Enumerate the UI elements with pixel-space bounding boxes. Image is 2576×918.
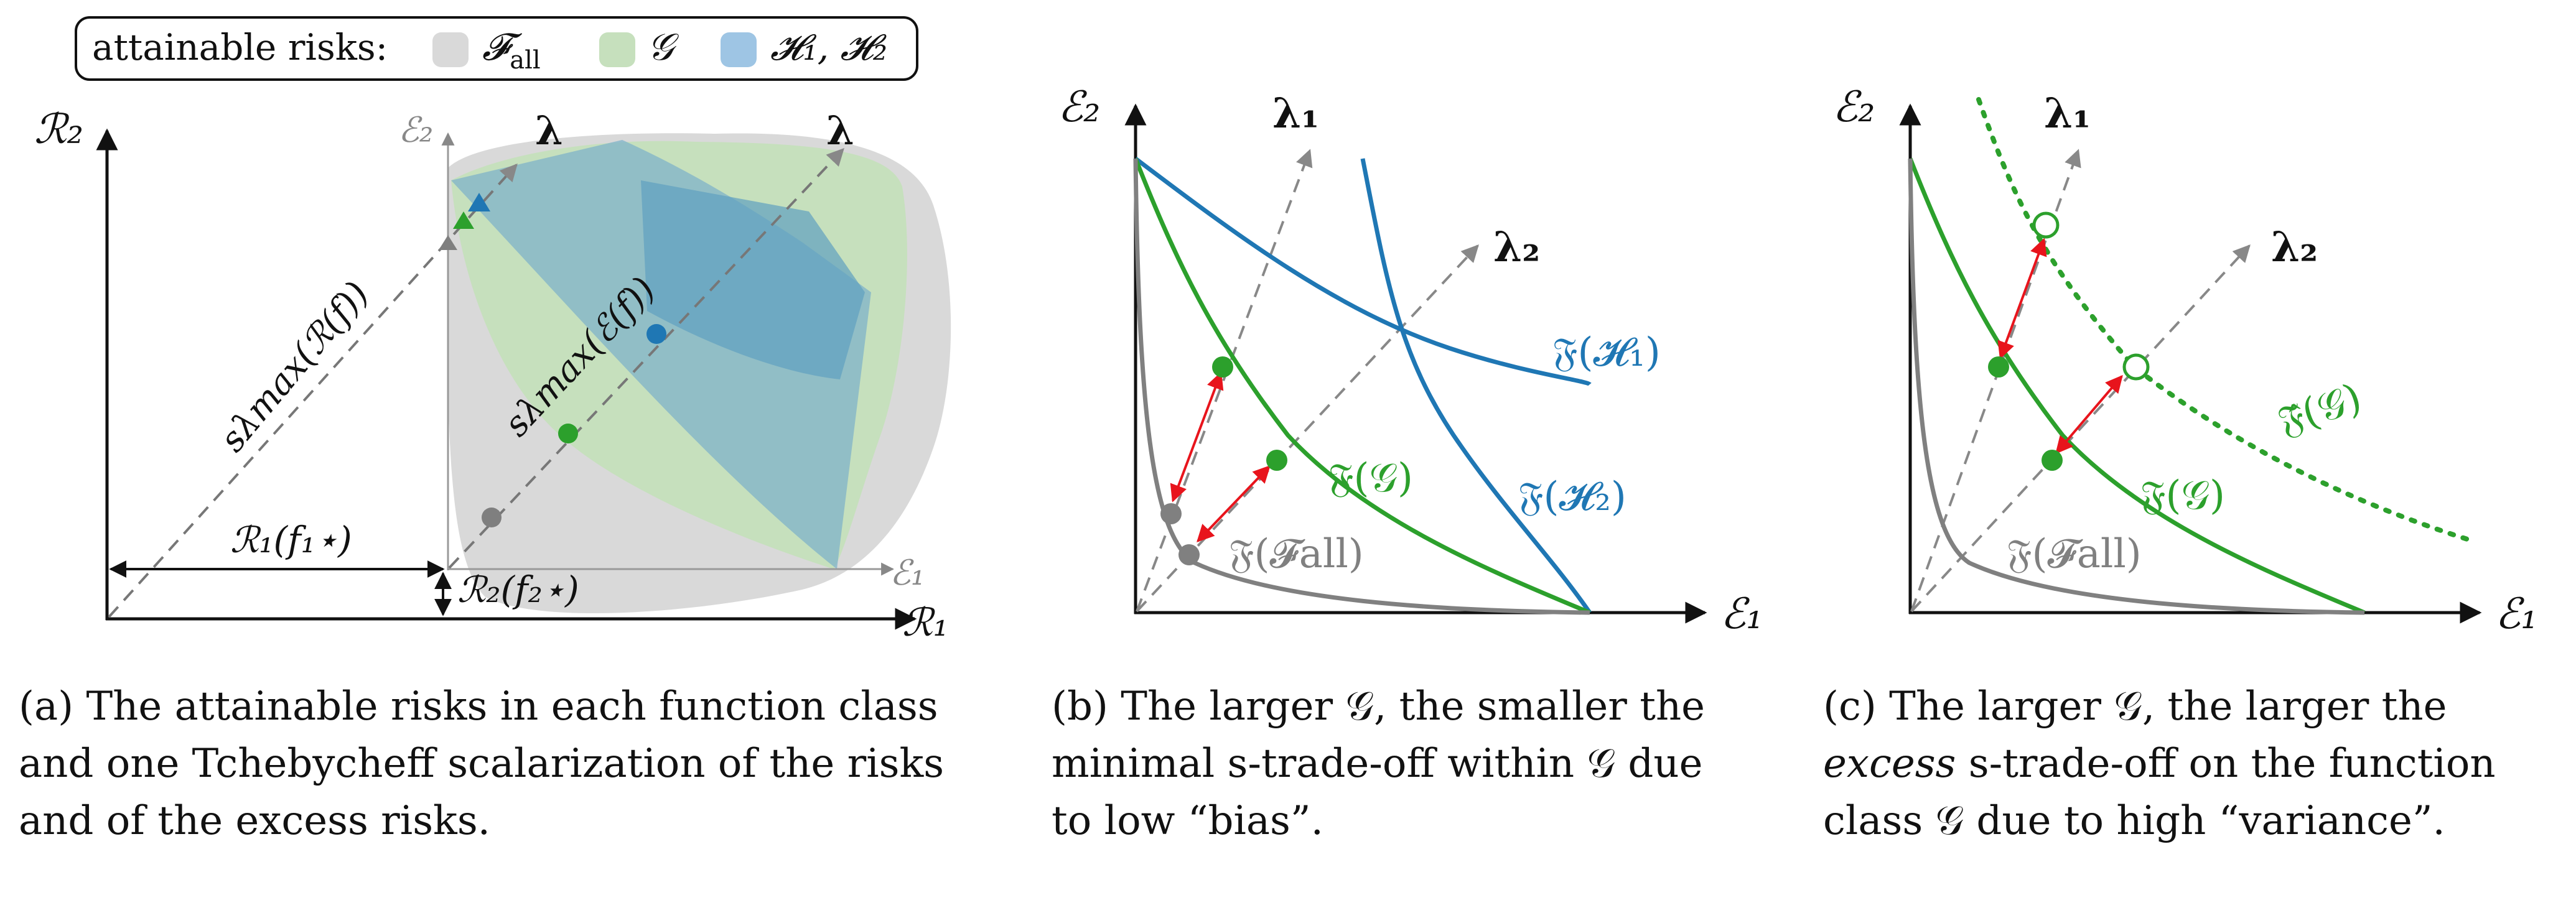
- red-arrow-2-c: [2055, 374, 2123, 455]
- caption-c-line3: class 𝒢 due to high “variance”.: [1823, 798, 2445, 844]
- panel-c: ℰ₂ ℰ₁ λ₁ λ₂ 𝔉̂(𝒢) 𝔉(𝒢) 𝔉(𝓕all): [1832, 83, 2537, 639]
- lambda1-label-c: λ₁: [2044, 89, 2091, 137]
- caption-c-emph: excess: [1823, 741, 1956, 787]
- point-gray: [482, 508, 502, 527]
- panel-a: ℛ₂ ℛ₁ ℰ₂ ℰ₁ λ λ sλmax(ℛ(f)) sλmax(ℰ(f)) …: [34, 105, 951, 645]
- point-blue: [646, 324, 666, 344]
- lambda1-label-b: λ₁: [1272, 89, 1319, 137]
- label-fall-b: 𝔉(𝓕all): [1229, 531, 1364, 577]
- point-f2-b: [1178, 544, 1200, 565]
- ray-lambda2-b: [1136, 244, 1479, 613]
- caption-c-line2: excess s-trade-off on the function: [1823, 735, 2570, 792]
- point-ghat2-c: [2122, 353, 2150, 381]
- lambda-inner-label: λ: [826, 108, 854, 154]
- point-g2-c: [2042, 450, 2063, 471]
- label-h1-b: 𝔉(𝓗₁): [1552, 330, 1661, 376]
- caption-a-line2: and one Tchebycheff scalarization of the…: [19, 741, 945, 787]
- axis-label-e1-b: ℰ₁: [1720, 590, 1763, 639]
- axis-label-e2: ℰ₂: [398, 110, 433, 151]
- curve-g-b: [1133, 157, 1591, 615]
- label-g-b: 𝔉(𝒢): [1328, 455, 1413, 501]
- caption-b-line3: to low “bias”.: [1052, 798, 1323, 844]
- axis-label-e2-c: ℰ₂: [1832, 83, 1875, 132]
- label-h2-b: 𝔉(𝓗₂): [1518, 474, 1626, 520]
- axis-label-e1-c: ℰ₁: [2495, 590, 2537, 639]
- curve-h1-b: [1134, 157, 1592, 387]
- red-arrow-1-c: [1997, 238, 2047, 359]
- red-arrow-2-b: [1197, 465, 1271, 543]
- caption-b-line1: (b) The larger 𝒢, the smaller the: [1052, 684, 1706, 730]
- axis-label-e2-b: ℰ₂: [1058, 83, 1100, 132]
- caption-b: (b) The larger 𝒢, the smaller the minima…: [1052, 678, 1798, 850]
- point-ghat1-c: [2032, 211, 2060, 239]
- legend-swatch-g: [599, 32, 635, 67]
- label-fall-c: 𝔉(𝓕all): [2007, 531, 2142, 577]
- triangle-blue: [468, 193, 490, 211]
- legend-box: [75, 16, 918, 81]
- point-g2-b: [1266, 450, 1287, 471]
- lambda2-label-b: λ₂: [1493, 223, 1540, 271]
- point-g1-b: [1212, 356, 1233, 378]
- legend-label-h: 𝓗₁, 𝓗₂: [770, 26, 887, 68]
- caption-c-line1: (c) The larger 𝒢, the larger the: [1823, 684, 2447, 730]
- ray-lambda-inner: [448, 147, 844, 569]
- ray-lambda-outer: [108, 163, 518, 618]
- curve-h2-b: [1360, 158, 1592, 614]
- curve-fall-c: [1908, 158, 2365, 615]
- caption-c-line2-rest: s-trade-off on the function: [1956, 741, 2496, 787]
- legend: attainable risks: 𝓕all 𝒢 𝓗₁, 𝓗₂: [75, 16, 918, 81]
- scal-risk-label: sλmax(ℛ(f)): [212, 274, 377, 460]
- point-green: [558, 424, 578, 443]
- axis-label-e1: ℰ₁: [890, 553, 925, 593]
- region-h1: [641, 180, 865, 379]
- legend-swatch-fall: [432, 32, 469, 67]
- caption-a: (a) The attainable risks in each functio…: [19, 678, 1027, 850]
- legend-swatch-h: [721, 32, 757, 67]
- legend-title: attainable risks:: [92, 26, 388, 68]
- lambda-outer-label: λ: [535, 108, 563, 154]
- axis-label-r1: ℛ₁: [902, 600, 948, 645]
- offset-r2-label: ℛ₂(f₂⋆): [457, 568, 579, 611]
- axis-label-r2: ℛ₂: [34, 105, 83, 153]
- point-g1-c: [1988, 356, 2009, 378]
- label-g-c: 𝔉(𝒢): [2140, 473, 2225, 519]
- red-arrow-1-b: [1170, 371, 1224, 503]
- caption-a-line3: and of the excess risks.: [19, 798, 490, 844]
- lambda2-label-c: λ₂: [2271, 223, 2318, 271]
- point-f1-b: [1160, 503, 1182, 524]
- panel-b: ℰ₂ ℰ₁ λ₁ λ₂ 𝔉(𝓗₁) 𝔉(𝓗₂) 𝔉(𝒢) 𝔉(𝓕all): [1058, 83, 1763, 639]
- caption-c: (c) The larger 𝒢, the larger the excess …: [1823, 678, 2570, 850]
- ray-lambda1-b: [1136, 149, 1313, 612]
- label-ghat-c: 𝔉̂(𝒢): [2272, 375, 2367, 445]
- caption-a-line1: (a) The attainable risks in each functio…: [19, 684, 938, 730]
- curve-ghat-c: [1976, 97, 2476, 544]
- caption-b-line2: minimal s-trade-off within 𝒢 due: [1052, 741, 1703, 787]
- triangle-gray: [439, 235, 457, 250]
- offset-r1-label: ℛ₁(f₁⋆): [230, 519, 352, 561]
- triangle-green: [453, 211, 474, 229]
